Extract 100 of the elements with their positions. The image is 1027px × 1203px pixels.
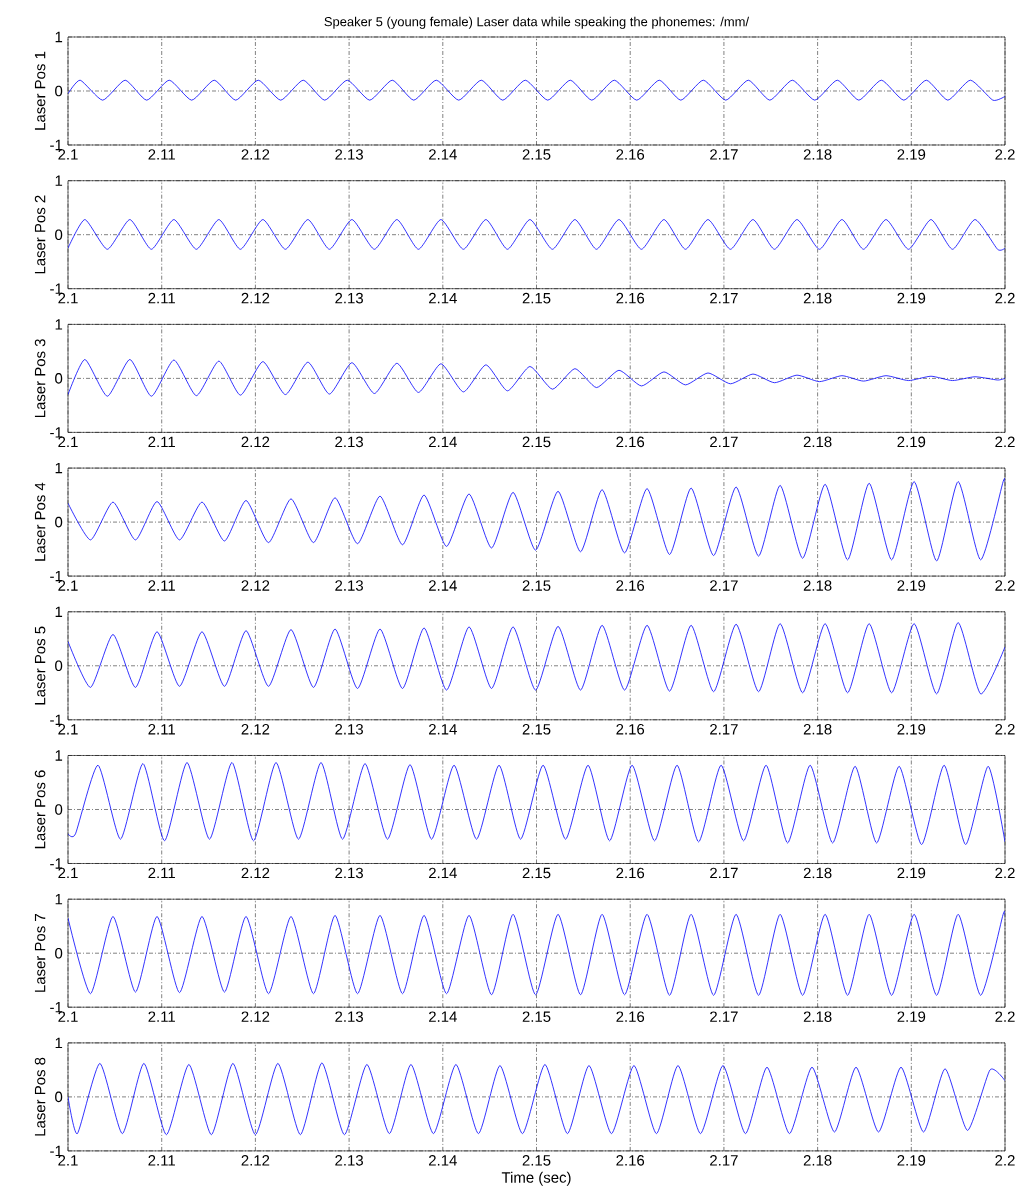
x-tick-label: 2.19 xyxy=(897,580,926,591)
x-tick-label: 2.2 xyxy=(995,292,1015,304)
x-tick-label: 2.14 xyxy=(429,1011,457,1022)
x-tick-label: 2.13 xyxy=(335,723,363,735)
x-tick-label: 2.18 xyxy=(803,436,832,448)
x-tick-label: 2.17 xyxy=(710,580,738,591)
x-axis-title: Time (sec) xyxy=(501,1171,571,1186)
y-tick-label: -1 xyxy=(50,858,63,869)
x-tick-label: 2.2 xyxy=(995,1155,1015,1166)
x-tick-label: 2.15 xyxy=(522,867,551,879)
x-tick-label: 2.18 xyxy=(803,1011,832,1022)
y-tick-label: 1 xyxy=(55,31,63,43)
y-tick-label: 1 xyxy=(55,894,63,905)
x-tick-label: 2.14 xyxy=(429,149,457,160)
y-tick-label: 0 xyxy=(55,660,63,672)
x-tick-label: 2.15 xyxy=(522,149,551,160)
y-tick-label: 0 xyxy=(55,373,63,384)
x-tick-label: 2.19 xyxy=(897,1155,926,1166)
y-tick-label: 0 xyxy=(55,1091,63,1103)
x-tick-label: 2.18 xyxy=(803,1155,832,1166)
x-tick-label: 2.1 xyxy=(58,723,78,735)
y-tick-label: 0 xyxy=(55,516,63,528)
y-axis-title: Laser Pos 3 xyxy=(34,339,46,418)
x-tick-label: 2.19 xyxy=(897,867,926,879)
x-tick-label: 2.1 xyxy=(58,149,78,160)
x-tick-label: 2.1 xyxy=(58,1011,78,1022)
x-tick-label: 2.15 xyxy=(522,1011,551,1022)
y-axis-title: Laser Pos 5 xyxy=(34,626,46,705)
x-tick-label: 2.16 xyxy=(616,723,645,735)
x-tick-label: 2.14 xyxy=(429,436,457,448)
x-tick-label: 2.12 xyxy=(241,149,270,160)
x-tick-label: 2.17 xyxy=(710,867,738,879)
x-tick-label: 2.11 xyxy=(148,149,175,160)
x-tick-label: 2.12 xyxy=(241,292,270,304)
y-axis-title: Laser Pos 2 xyxy=(34,195,46,274)
y-tick-label: -1 xyxy=(50,714,63,725)
x-tick-label: 2.1 xyxy=(58,580,78,591)
x-tick-label: 2.11 xyxy=(148,1155,175,1166)
x-tick-label: 2.12 xyxy=(241,580,270,591)
x-tick-label: 2.17 xyxy=(710,1155,738,1166)
y-tick-label: 1 xyxy=(55,462,63,474)
x-tick-label: 2.18 xyxy=(803,292,832,304)
x-tick-label: 2.17 xyxy=(710,149,738,160)
x-tick-label: 2.1 xyxy=(58,867,78,879)
y-axis-title: Laser Pos 8 xyxy=(34,1057,46,1136)
x-tick-label: 2.11 xyxy=(148,867,175,879)
x-tick-label: 2.19 xyxy=(897,149,926,160)
x-tick-label: 2.13 xyxy=(335,580,363,591)
x-tick-label: 2.18 xyxy=(803,723,832,735)
y-axis-title: Laser Pos 7 xyxy=(34,914,46,992)
y-tick-label: 0 xyxy=(55,804,63,815)
x-tick-label: 2.15 xyxy=(522,292,551,304)
y-tick-label: -1 xyxy=(50,1002,63,1013)
x-tick-label: 2.2 xyxy=(995,723,1015,735)
y-tick-label: 0 xyxy=(55,947,63,959)
x-tick-label: 2.15 xyxy=(522,436,551,448)
x-tick-label: 2.19 xyxy=(897,292,926,304)
line-series xyxy=(68,359,1006,397)
y-tick-label: 0 xyxy=(55,229,63,240)
x-tick-label: 2.17 xyxy=(710,723,738,735)
x-tick-label: 2.17 xyxy=(710,436,738,448)
x-tick-label: 2.18 xyxy=(803,149,832,160)
line-series xyxy=(68,79,1006,101)
y-tick-label: 1 xyxy=(55,750,63,761)
x-tick-label: 2.16 xyxy=(616,149,645,160)
x-tick-label: 2.1 xyxy=(58,436,78,448)
x-tick-label: 2.19 xyxy=(897,1011,926,1022)
y-tick-label: 1 xyxy=(55,1037,63,1049)
x-tick-label: 2.16 xyxy=(616,436,645,448)
x-tick-label: 2.13 xyxy=(335,149,363,160)
x-tick-label: 2.18 xyxy=(803,867,832,879)
x-tick-label: 2.2 xyxy=(995,1011,1015,1022)
y-axis-title: Laser Pos 6 xyxy=(34,770,46,849)
x-tick-label: 2.2 xyxy=(995,867,1015,879)
x-tick-label: 2.17 xyxy=(710,1011,738,1022)
x-tick-label: 2.18 xyxy=(803,580,832,591)
x-tick-label: 2.14 xyxy=(429,580,457,591)
x-tick-label: 2.14 xyxy=(429,867,457,879)
x-tick-label: 2.11 xyxy=(148,292,175,304)
x-tick-label: 2.12 xyxy=(241,723,270,735)
y-axis-title: Laser Pos 4 xyxy=(34,482,46,561)
y-axis-title: Laser Pos 1 xyxy=(34,51,46,130)
x-tick-label: 2.2 xyxy=(995,149,1015,160)
x-tick-label: 2.13 xyxy=(335,1155,363,1166)
x-tick-label: 2.13 xyxy=(335,436,363,448)
y-tick-label: -1 xyxy=(50,139,63,151)
x-tick-label: 2.19 xyxy=(897,723,926,735)
y-tick-label: 0 xyxy=(55,85,63,97)
x-tick-label: 2.19 xyxy=(897,436,926,448)
x-tick-label: 2.16 xyxy=(616,1155,645,1166)
line-series xyxy=(68,1062,1006,1136)
x-tick-label: 2.13 xyxy=(335,292,363,304)
x-tick-label: 2.1 xyxy=(58,292,78,304)
x-tick-label: 2.13 xyxy=(335,867,363,879)
y-tick-label: 1 xyxy=(55,319,63,330)
x-tick-label: 2.17 xyxy=(710,292,738,304)
y-tick-label: 1 xyxy=(55,606,63,617)
x-tick-label: 2.12 xyxy=(241,1011,270,1022)
x-tick-label: 2.14 xyxy=(429,723,457,735)
x-tick-label: 2.2 xyxy=(995,580,1015,591)
